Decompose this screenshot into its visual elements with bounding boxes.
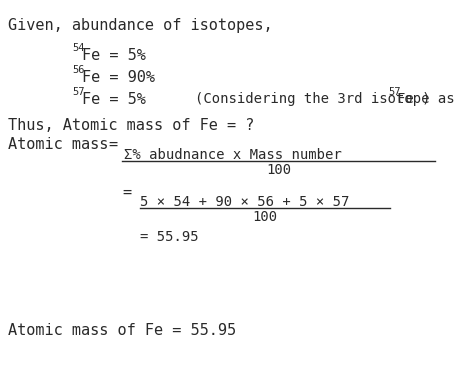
Text: Σ% abudnance x Mass number: Σ% abudnance x Mass number xyxy=(124,148,342,162)
Text: 57: 57 xyxy=(388,87,401,97)
Text: Fe ): Fe ) xyxy=(397,92,430,106)
Text: 57: 57 xyxy=(72,87,84,97)
Text: 100: 100 xyxy=(253,210,278,224)
Text: (Considering the 3rd isotope as: (Considering the 3rd isotope as xyxy=(195,92,463,106)
Text: 54: 54 xyxy=(72,43,84,53)
Text: Given, abundance of isotopes,: Given, abundance of isotopes, xyxy=(8,18,273,33)
Text: 100: 100 xyxy=(266,163,291,177)
Text: Atomic mass: Atomic mass xyxy=(8,137,109,152)
Text: =: = xyxy=(122,185,131,200)
Text: Atomic mass of Fe = 55.95: Atomic mass of Fe = 55.95 xyxy=(8,323,236,338)
Text: Fe = 90%: Fe = 90% xyxy=(82,70,155,85)
Text: = 55.95: = 55.95 xyxy=(140,230,199,244)
Text: =: = xyxy=(108,137,117,152)
Text: Thus, Atomic mass of Fe = ?: Thus, Atomic mass of Fe = ? xyxy=(8,118,255,133)
Text: 56: 56 xyxy=(72,65,84,75)
Text: 5 × 54 + 90 × 56 + 5 × 57: 5 × 54 + 90 × 56 + 5 × 57 xyxy=(140,195,349,209)
Text: Fe = 5%: Fe = 5% xyxy=(82,92,146,107)
Text: Fe = 5%: Fe = 5% xyxy=(82,48,146,63)
